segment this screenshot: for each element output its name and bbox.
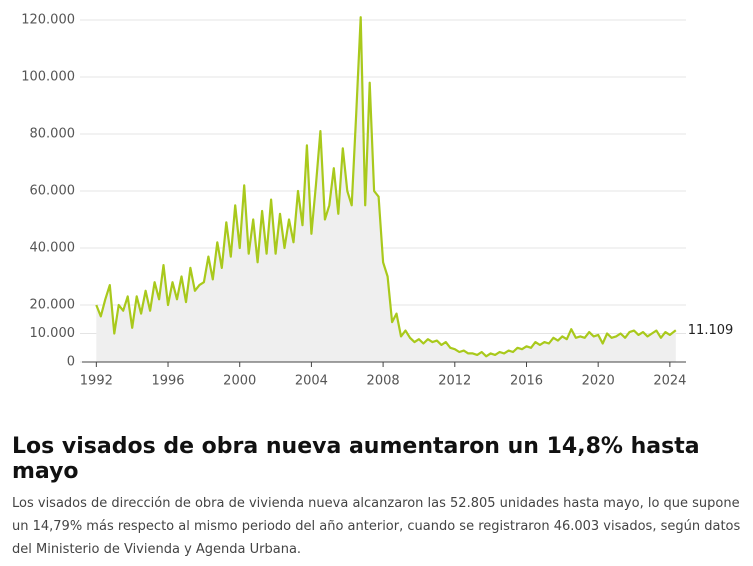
x-tick-label: 2000 xyxy=(223,374,256,389)
y-tick-label: 40.000 xyxy=(30,241,76,256)
y-tick-label: 10.000 xyxy=(30,326,76,341)
x-tick-label: 2016 xyxy=(510,374,543,389)
y-tick-label: 60.000 xyxy=(30,184,76,199)
x-tick-label: 2012 xyxy=(438,374,471,389)
x-tick-label: 2020 xyxy=(582,374,615,389)
article-body: Los visados de dirección de obra de vivi… xyxy=(12,496,741,557)
x-tick-label: 2008 xyxy=(367,374,400,389)
x-tick-label: 2004 xyxy=(295,374,328,389)
y-tick-label: 120.000 xyxy=(21,13,75,28)
end-label: 11.109 xyxy=(688,323,734,338)
y-tick-label: 20.000 xyxy=(30,298,76,313)
area xyxy=(96,17,676,362)
y-tick-label: 80.000 xyxy=(30,127,76,142)
chart: 0 10.000 20.000 40.000 60.000 80.000 100.000 12… xyxy=(21,13,734,389)
x-tick-label: 2024 xyxy=(653,374,686,389)
y-tick-label: 100.000 xyxy=(21,70,75,85)
line xyxy=(95,16,677,358)
y-tick-label: 0 xyxy=(67,355,75,370)
headline: Los visados de obra nueva aumentaron un … xyxy=(12,434,700,484)
x-tick-label: 1996 xyxy=(151,374,184,389)
x-tick-label: 1992 xyxy=(80,374,113,389)
